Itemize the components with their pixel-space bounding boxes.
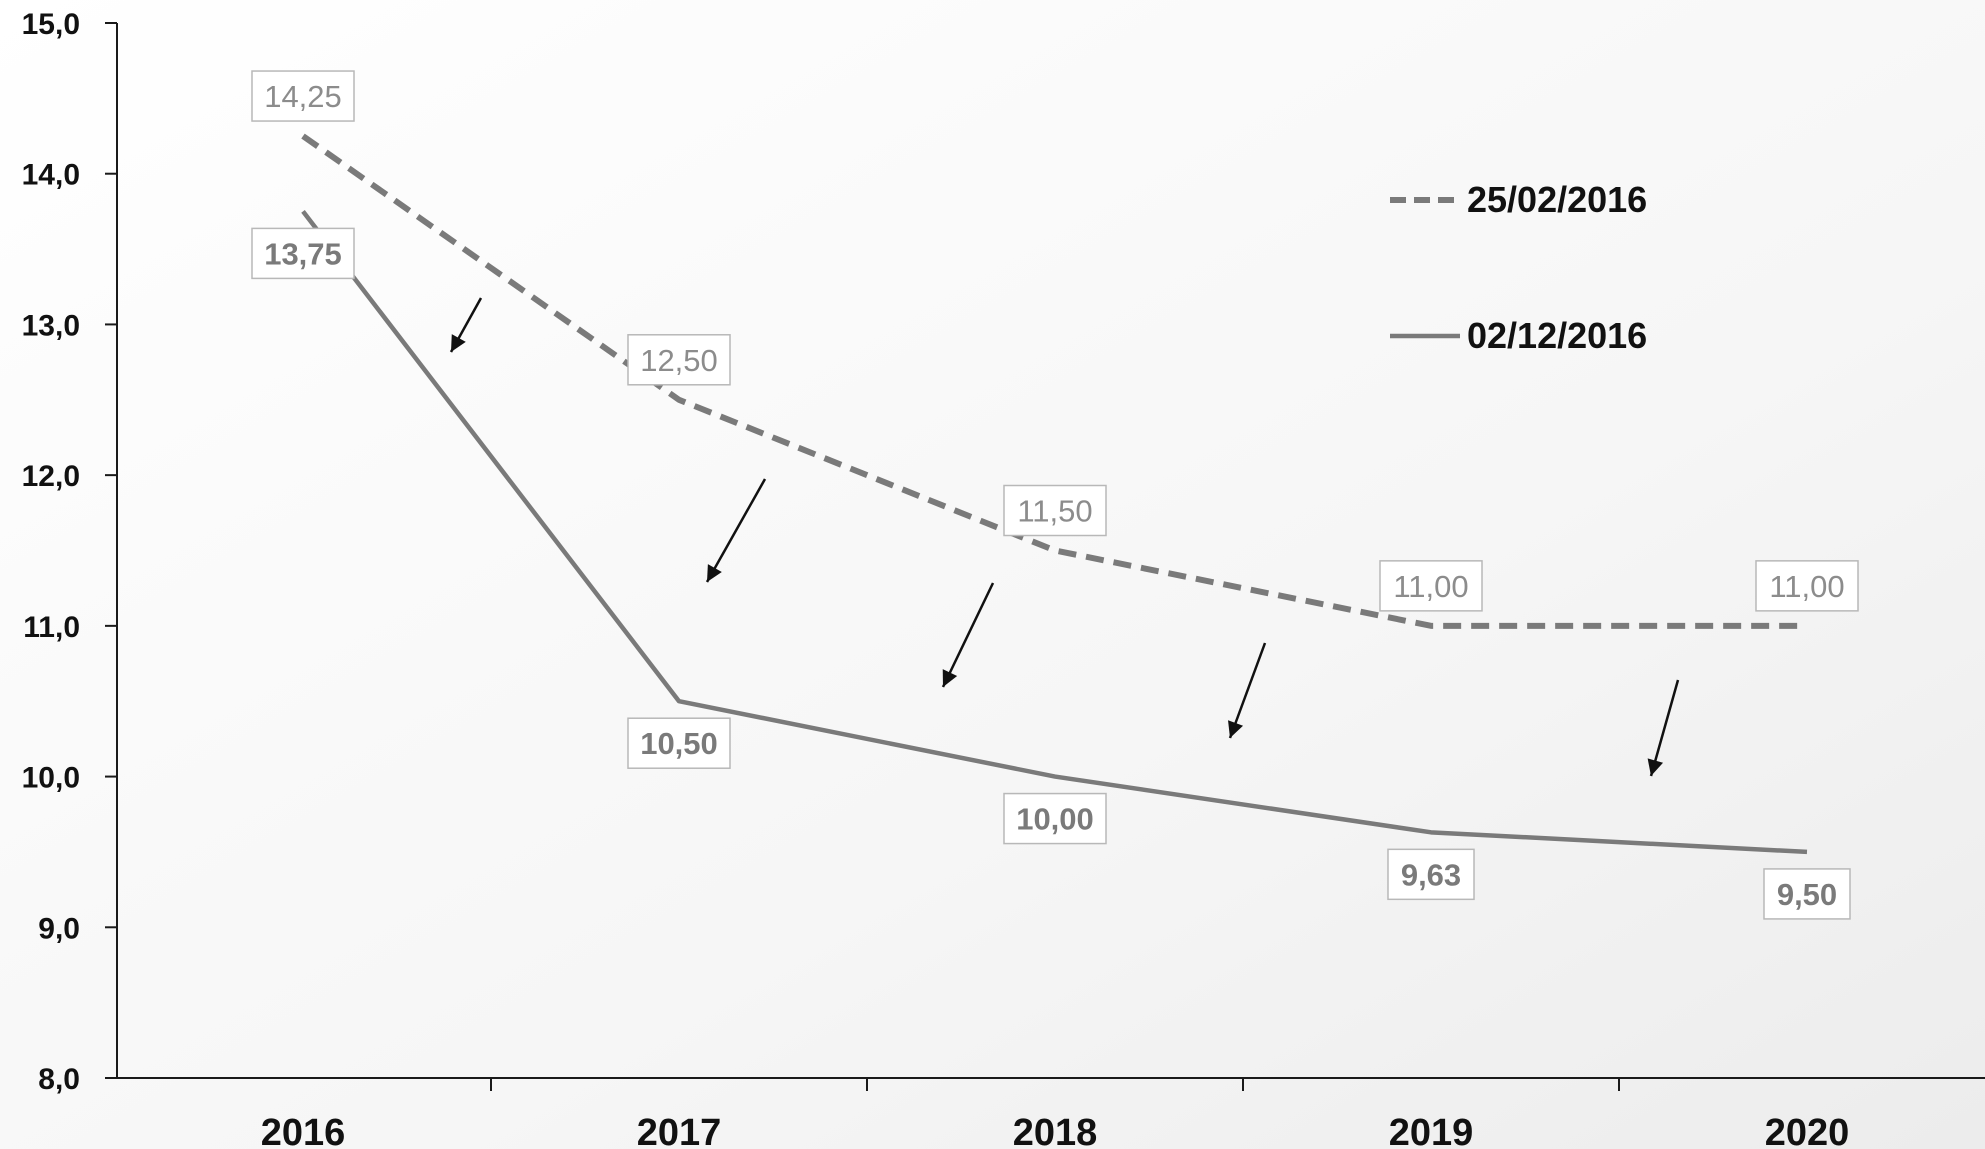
- legend: 25/02/2016 02/12/2016: [1390, 179, 1647, 356]
- data-label: 13,75: [251, 227, 355, 280]
- y-tick-label: 13,0: [22, 309, 80, 342]
- y-tick-label: 8,0: [38, 1063, 80, 1096]
- annotation-arrow-head: [707, 564, 722, 582]
- data-label-box: [1379, 560, 1483, 612]
- annotation-arrow: [705, 478, 767, 583]
- axes: 8,0 9,0 10,0 11,0 12,0 13,0 14,0 15,0 2016 2017 20…: [22, 8, 1985, 1149]
- data-label-text: 11,50: [1017, 494, 1092, 529]
- data-labels-layer: 14,25 12,50 11,50 11,00 11,00 13,75 10,50 10,00…: [251, 70, 1859, 920]
- y-tick-label: 14,0: [22, 159, 80, 192]
- data-label: 11,00: [1755, 560, 1859, 612]
- data-label-box: [1387, 848, 1475, 901]
- data-label-box: [251, 70, 355, 122]
- data-label-box: [1003, 792, 1107, 845]
- data-label-box: [627, 717, 731, 769]
- data-label: 12,50: [627, 334, 731, 386]
- x-tick-label: 2019: [1389, 1112, 1474, 1149]
- data-label-text: 9,63: [1401, 857, 1461, 892]
- series-layer: [301, 133, 1808, 855]
- x-tick-label: 2016: [261, 1112, 346, 1149]
- data-label: 10,50: [627, 717, 731, 769]
- series-line-1: [301, 133, 1807, 629]
- data-label: 11,00: [1379, 560, 1483, 612]
- data-label-text: 11,00: [1393, 569, 1468, 604]
- data-label-text: 14,25: [264, 79, 342, 114]
- data-label-box: [1755, 560, 1859, 612]
- annotation-arrow-head: [942, 669, 958, 687]
- annotation-arrow: [1649, 679, 1680, 777]
- data-label-box: [1003, 484, 1107, 537]
- y-tick-label: 12,0: [22, 460, 80, 493]
- legend-label-2: 02/12/2016: [1467, 315, 1647, 356]
- data-label: 11,50: [1003, 484, 1107, 537]
- data-label: 10,00: [1003, 792, 1107, 845]
- data-label-text: 9,50: [1777, 877, 1837, 912]
- annotation-arrow: [1228, 642, 1267, 739]
- legend-label-1: 25/02/2016: [1467, 179, 1647, 220]
- annotation-arrow: [941, 582, 995, 688]
- x-tick-label: 2017: [637, 1112, 722, 1149]
- data-label-text: 12,50: [640, 343, 718, 378]
- arrows-layer: [449, 297, 1680, 777]
- data-label-box: [251, 227, 355, 280]
- annotation-arrow-head: [1647, 758, 1664, 776]
- y-tick-label: 10,0: [22, 762, 80, 795]
- data-label-text: 10,50: [640, 726, 718, 761]
- data-label-text: 10,00: [1016, 802, 1094, 837]
- series-line-2: [301, 210, 1808, 855]
- data-label: 9,63: [1387, 848, 1475, 901]
- data-label: 14,25: [251, 70, 355, 122]
- data-label-text: 11,00: [1769, 569, 1844, 604]
- data-label-text: 13,75: [264, 236, 342, 271]
- annotation-arrow-head: [1228, 720, 1244, 738]
- y-tick-label: 15,0: [22, 8, 80, 41]
- x-tick-label: 2018: [1013, 1112, 1098, 1149]
- data-label: 9,50: [1763, 868, 1851, 920]
- x-tick-label: 2020: [1765, 1112, 1850, 1149]
- data-label-box: [1763, 868, 1851, 920]
- y-tick-label: 11,0: [23, 611, 80, 644]
- y-tick-label: 9,0: [38, 912, 80, 945]
- annotation-arrow-head: [451, 334, 466, 352]
- data-label-box: [627, 334, 731, 386]
